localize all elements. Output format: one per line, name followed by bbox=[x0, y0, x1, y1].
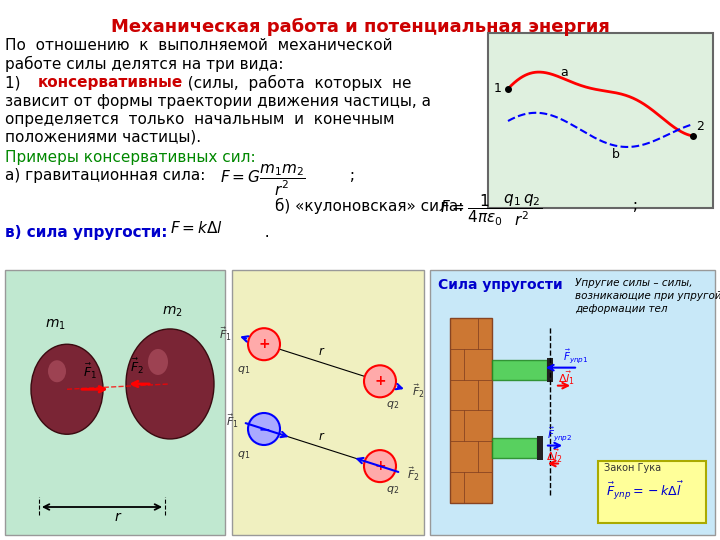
Text: Закон Гука: Закон Гука bbox=[604, 463, 661, 473]
Text: Механическая работа и потенциальная энергия: Механическая работа и потенциальная энер… bbox=[111, 18, 609, 36]
Text: $m_1$: $m_1$ bbox=[45, 318, 66, 332]
Ellipse shape bbox=[48, 360, 66, 382]
Text: +: + bbox=[258, 337, 270, 351]
Text: $\vec{F}_1$: $\vec{F}_1$ bbox=[227, 413, 239, 430]
Text: По  отношению  к  выполняемой  механической: По отношению к выполняемой механической bbox=[5, 38, 392, 53]
Bar bbox=[488, 33, 713, 208]
Bar bbox=[232, 270, 424, 535]
Text: a: a bbox=[560, 65, 568, 78]
Text: $q_2$: $q_2$ bbox=[386, 484, 399, 496]
Text: .: . bbox=[255, 225, 269, 240]
Text: а) гравитационная сила:: а) гравитационная сила: bbox=[5, 168, 205, 183]
Text: ;: ; bbox=[628, 198, 638, 213]
Text: $r$: $r$ bbox=[318, 429, 325, 443]
Text: (силы,  работа  которых  не: (силы, работа которых не bbox=[178, 75, 412, 91]
Text: $F = G\dfrac{m_1 m_2}{r^2}$: $F = G\dfrac{m_1 m_2}{r^2}$ bbox=[220, 163, 305, 198]
Ellipse shape bbox=[31, 345, 103, 434]
Text: б) «кулоновская» сила:: б) «кулоновская» сила: bbox=[275, 198, 464, 214]
Text: $\vec{F}_1$: $\vec{F}_1$ bbox=[83, 362, 97, 381]
Text: $\vec{F}_{ynp2}$: $\vec{F}_{ynp2}$ bbox=[547, 424, 572, 443]
Text: Упругие силы – силы,
возникающие при упругой
деформации тел: Упругие силы – силы, возникающие при упр… bbox=[575, 278, 720, 314]
Text: $\vec{F}_2$: $\vec{F}_2$ bbox=[407, 465, 420, 483]
Text: $\vec{F}_2$: $\vec{F}_2$ bbox=[413, 382, 425, 400]
Bar bbox=[598, 461, 706, 523]
Text: $m_2$: $m_2$ bbox=[162, 305, 183, 319]
Text: +: + bbox=[374, 374, 386, 388]
Text: $\Delta\vec{l}_1$: $\Delta\vec{l}_1$ bbox=[558, 369, 575, 387]
Text: консервативные: консервативные bbox=[38, 75, 184, 90]
Text: ;: ; bbox=[345, 168, 355, 183]
Bar bbox=[537, 436, 543, 460]
Text: $q_2$: $q_2$ bbox=[386, 399, 399, 411]
Text: 1): 1) bbox=[5, 75, 30, 90]
Text: Сила упругости: Сила упругости bbox=[438, 278, 562, 292]
Text: +: + bbox=[374, 459, 386, 473]
Text: $F = k\Delta l$: $F = k\Delta l$ bbox=[170, 220, 223, 236]
Bar bbox=[5, 270, 225, 535]
Text: 1: 1 bbox=[494, 82, 502, 96]
Text: $\vec{F}_{ynp1}$: $\vec{F}_{ynp1}$ bbox=[563, 347, 588, 364]
Bar bbox=[547, 357, 553, 382]
Bar bbox=[492, 437, 537, 457]
Bar bbox=[450, 318, 492, 503]
Text: 2: 2 bbox=[696, 120, 704, 133]
Text: $q_1$: $q_1$ bbox=[237, 449, 250, 461]
Text: $\vec{F}_1$: $\vec{F}_1$ bbox=[219, 326, 232, 343]
Circle shape bbox=[248, 328, 280, 360]
Text: $q_1$: $q_1$ bbox=[237, 364, 250, 376]
Circle shape bbox=[364, 450, 396, 482]
Ellipse shape bbox=[126, 329, 214, 439]
Bar bbox=[430, 270, 715, 535]
Text: в) сила упругости:: в) сила упругости: bbox=[5, 225, 173, 240]
Text: −: − bbox=[258, 422, 270, 436]
Text: $\vec{F}_2$: $\vec{F}_2$ bbox=[130, 356, 144, 376]
Bar bbox=[492, 360, 547, 380]
Text: зависит от формы траектории движения частицы, а: зависит от формы траектории движения час… bbox=[5, 94, 431, 109]
Text: определяется  только  начальным  и  конечным: определяется только начальным и конечным bbox=[5, 112, 395, 127]
Text: $F = \dfrac{1}{4\pi\varepsilon_0}\dfrac{q_1\,q_2}{r^2}$: $F = \dfrac{1}{4\pi\varepsilon_0}\dfrac{… bbox=[440, 193, 542, 228]
Text: $\vec{F}_{ynp} = -k\Delta\vec{l}$: $\vec{F}_{ynp} = -k\Delta\vec{l}$ bbox=[606, 480, 684, 502]
Ellipse shape bbox=[148, 349, 168, 375]
Text: Примеры консервативных сил:: Примеры консервативных сил: bbox=[5, 150, 256, 165]
Text: $\Delta\vec{l}_2$: $\Delta\vec{l}_2$ bbox=[546, 447, 563, 464]
Text: b: b bbox=[612, 148, 620, 161]
Circle shape bbox=[364, 365, 396, 397]
Text: $r$: $r$ bbox=[114, 510, 122, 524]
Text: положениями частицы).: положениями частицы). bbox=[5, 130, 201, 145]
Circle shape bbox=[248, 413, 280, 445]
Text: работе силы делятся на три вида:: работе силы делятся на три вида: bbox=[5, 56, 284, 72]
Text: $r$: $r$ bbox=[318, 345, 325, 357]
